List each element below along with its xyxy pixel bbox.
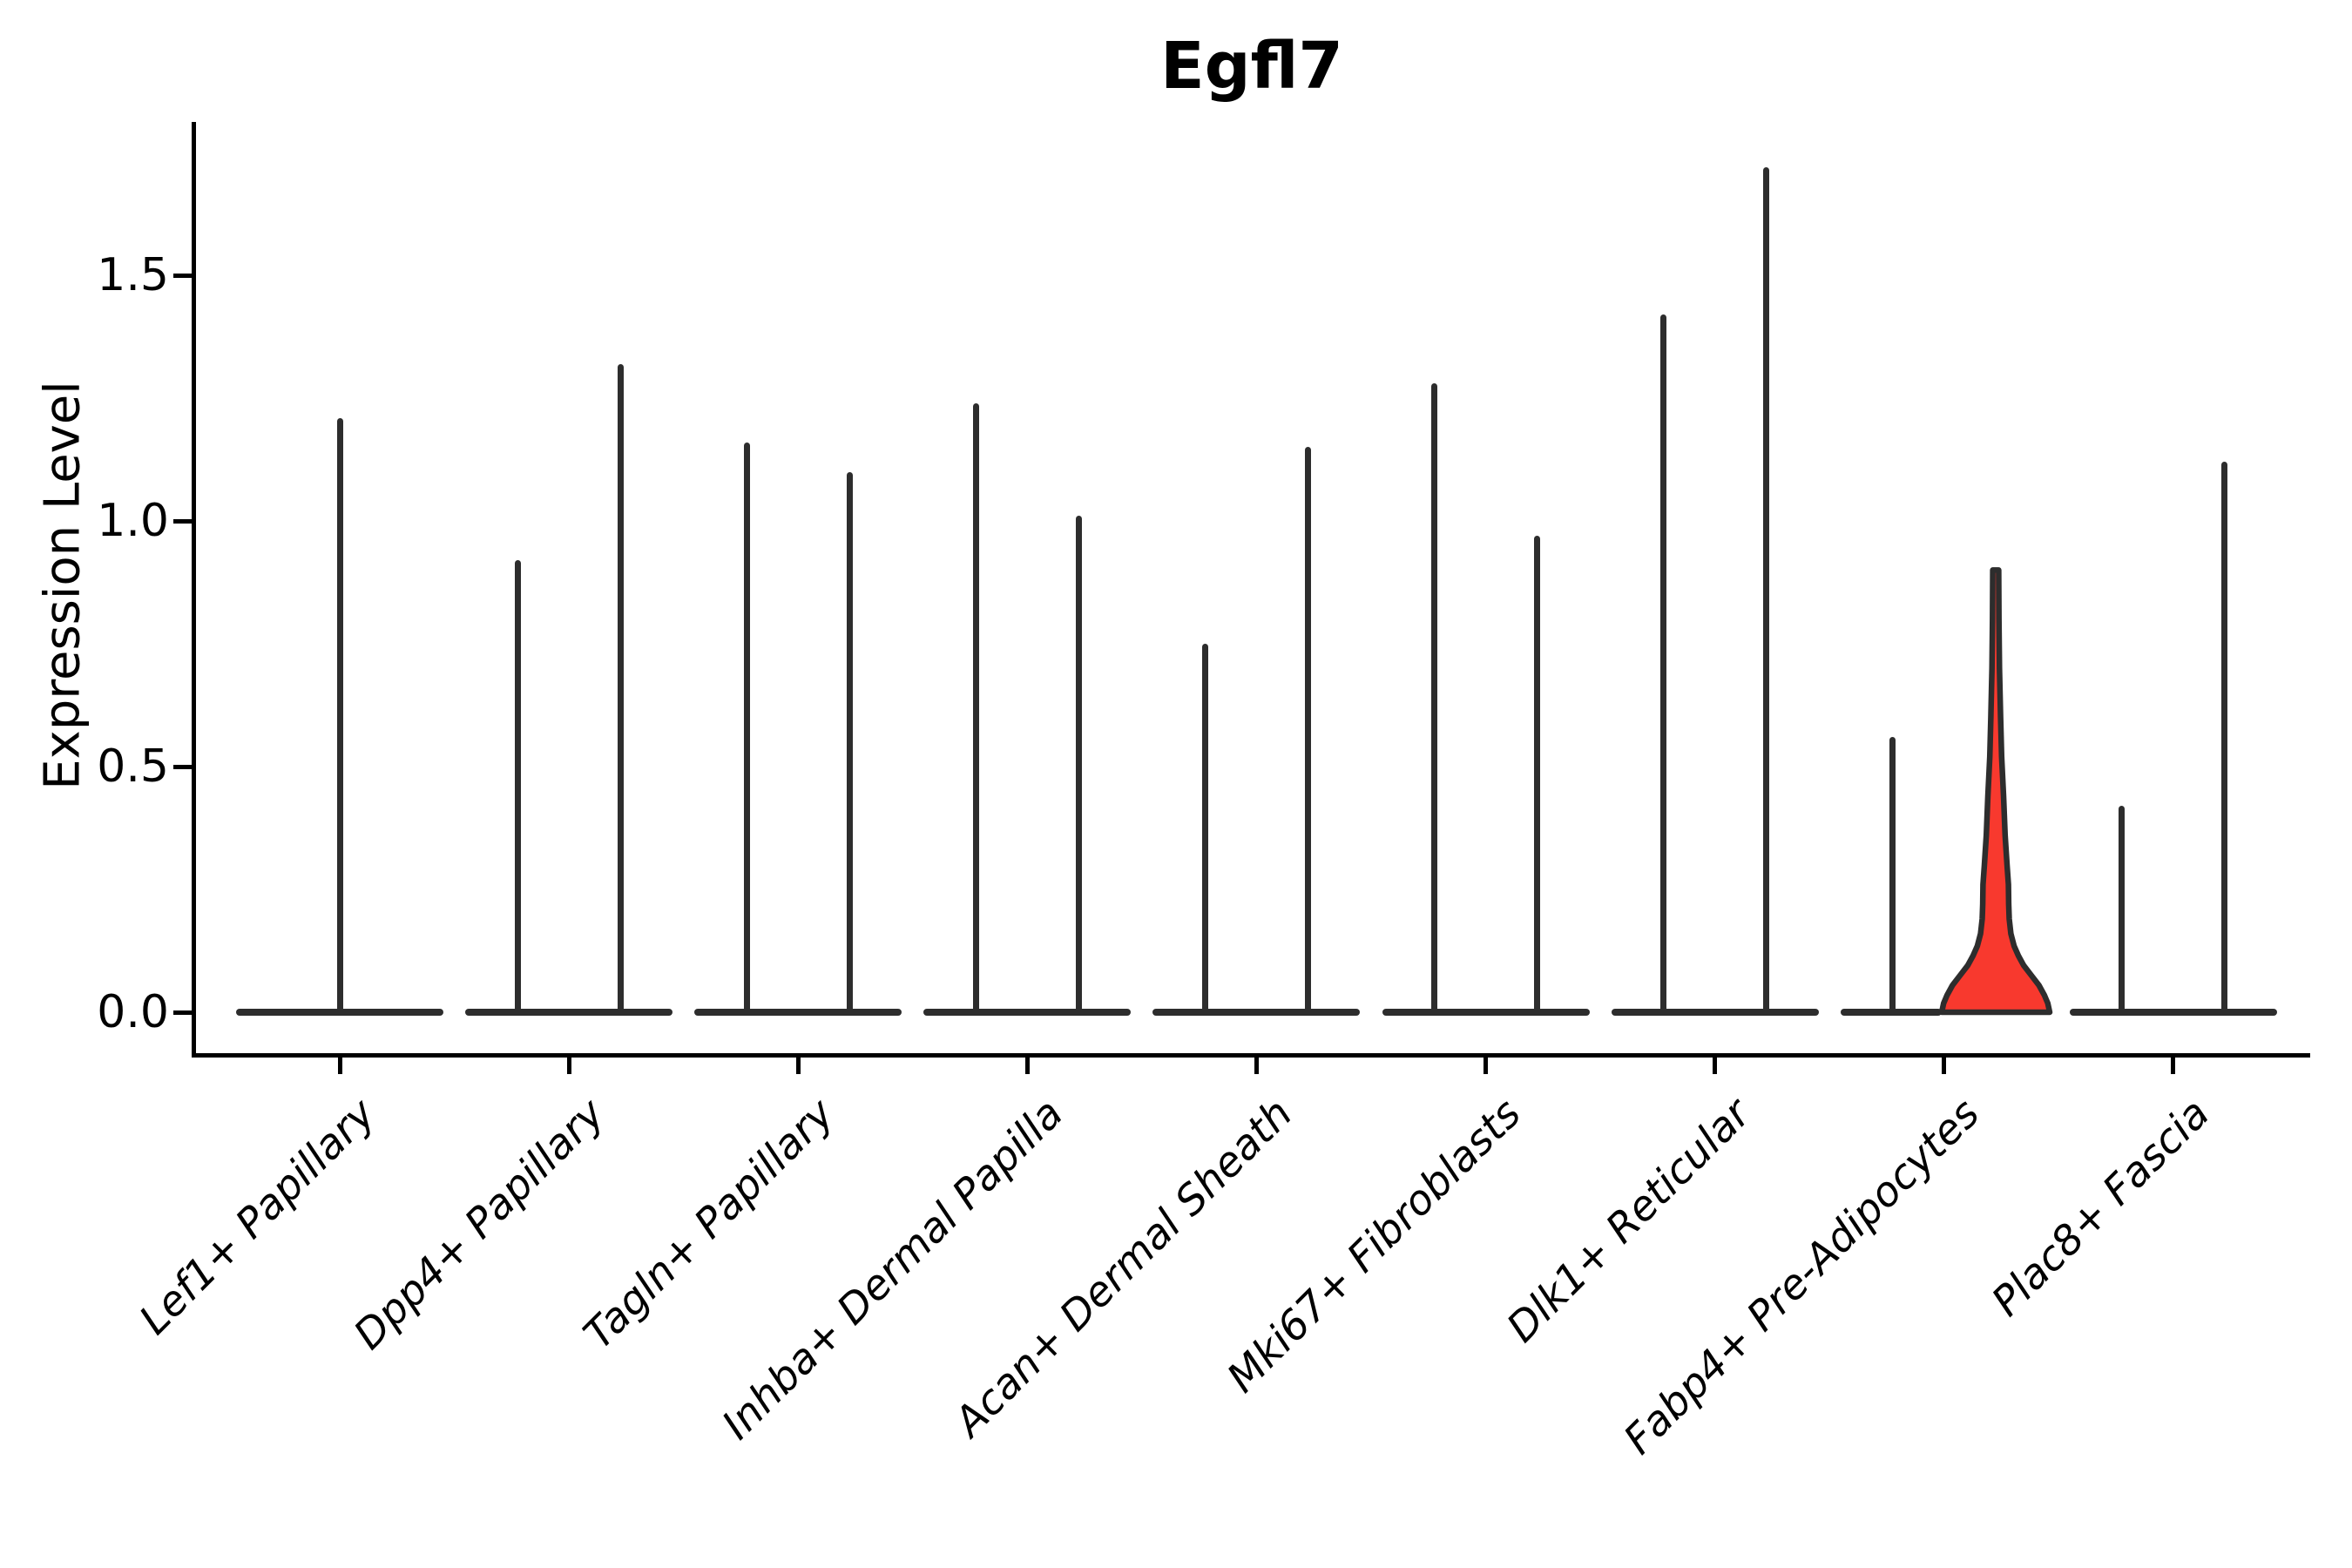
violin-spike xyxy=(514,560,521,1016)
x-tick-label: Tagln+ Papillary xyxy=(574,1089,843,1359)
chart-title: Egfl7 xyxy=(1160,29,1343,104)
x-tick-mark xyxy=(566,1053,571,1074)
y-tick-mark xyxy=(173,764,193,769)
violin-spike xyxy=(1889,737,1896,1016)
highlighted-violin xyxy=(1938,567,2052,1016)
x-tick-mark xyxy=(1484,1053,1488,1074)
violin-spike xyxy=(1763,166,1770,1016)
violin-spike xyxy=(1304,447,1311,1016)
x-tick-mark xyxy=(1254,1053,1259,1074)
x-tick-label: Dlk1+ Reticular xyxy=(1497,1089,1761,1352)
violin-base xyxy=(1382,1009,1590,1016)
violin-spike xyxy=(2221,462,2228,1016)
violin-spike xyxy=(1431,383,1437,1016)
x-tick-label: Lef1+ Papillary xyxy=(130,1089,385,1344)
violin-spike xyxy=(617,363,624,1016)
x-tick-label: Plac8+ Fascia xyxy=(1982,1089,2219,1326)
y-tick-mark xyxy=(173,518,193,524)
highlighted-violin-shape xyxy=(1938,567,2052,1016)
x-tick-mark xyxy=(1024,1053,1030,1074)
violin-base xyxy=(465,1009,673,1016)
y-tick-label: 1.0 xyxy=(97,495,169,547)
x-tick-mark xyxy=(2171,1053,2176,1074)
y-tick-label: 0.5 xyxy=(97,740,169,793)
violin-spike xyxy=(846,471,853,1016)
y-tick-label: 1.5 xyxy=(97,249,169,301)
violin-spike xyxy=(972,402,979,1016)
violin-spike xyxy=(1201,644,1208,1016)
x-tick-mark xyxy=(795,1053,801,1074)
violin-base xyxy=(1152,1009,1361,1016)
violin-spike xyxy=(743,442,750,1016)
violin-base xyxy=(2069,1009,2277,1016)
violin-spike xyxy=(1660,314,1667,1016)
x-axis-line xyxy=(192,1053,2310,1058)
violin-spike xyxy=(1534,535,1540,1016)
violin-spike xyxy=(336,417,343,1016)
y-axis-line xyxy=(192,122,196,1056)
y-tick-label: 0.0 xyxy=(97,986,169,1038)
x-tick-label: Dpp4+ Papillary xyxy=(344,1089,614,1360)
violin-spike xyxy=(1075,516,1082,1016)
violin-base xyxy=(923,1009,1132,1016)
y-tick-mark xyxy=(173,1010,193,1015)
violin-spike xyxy=(2119,806,2126,1016)
x-tick-mark xyxy=(337,1053,342,1074)
violin-base xyxy=(1611,1009,1819,1016)
violin-base xyxy=(694,1009,902,1016)
x-tick-mark xyxy=(1713,1053,1718,1074)
x-tick-mark xyxy=(1942,1053,1947,1074)
y-tick-mark xyxy=(173,273,193,278)
